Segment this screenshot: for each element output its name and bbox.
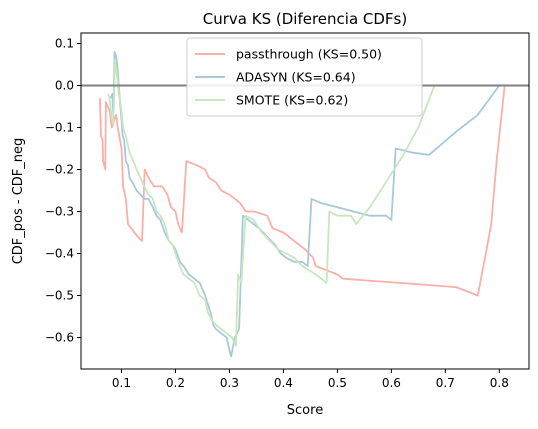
legend-box — [186, 37, 423, 117]
y-tick-label: −0.6 — [45, 331, 74, 345]
series-layer — [99, 51, 506, 358]
y-axis-label: CDF_pos - CDF_neg — [11, 138, 26, 265]
x-tick-label: 0.7 — [436, 376, 455, 390]
x-axis-ticks: 0.1 0.2 0.3 0.4 0.5 0.6 0.7 0.8 — [112, 369, 509, 390]
x-axis-label: Score — [287, 403, 323, 418]
plot-frame — [80, 32, 530, 370]
x-tick-label: 0.8 — [490, 376, 509, 390]
x-tick-label: 0.5 — [328, 376, 347, 390]
y-tick-label: −0.1 — [45, 121, 74, 135]
x-tick-label: 0.2 — [166, 376, 185, 390]
series-line-0 — [99, 85, 506, 297]
x-tick-label: 0.1 — [112, 376, 131, 390]
series-line-1 — [109, 51, 501, 358]
y-tick-label: 0.1 — [55, 37, 74, 51]
series-line-2 — [107, 59, 436, 347]
y-tick-label: −0.2 — [45, 163, 74, 177]
legend-entry-label: passthrough (KS=0.50) — [236, 47, 382, 62]
y-tick-label: −0.3 — [45, 205, 74, 219]
x-tick-label: 0.3 — [220, 376, 239, 390]
y-tick-label: −0.4 — [45, 247, 74, 261]
y-axis-ticks: 0.1 0.0 −0.1 −0.2 −0.3 −0.4 −0.5 −0.6 — [45, 37, 81, 345]
chart-title: Curva KS (Diferencia CDFs) — [203, 10, 407, 28]
x-tick-label: 0.4 — [274, 376, 293, 390]
legend-items: passthrough (KS=0.50) ADASYN (KS=0.64) SMO… — [195, 47, 382, 108]
legend-entry-label: SMOTE (KS=0.62) — [236, 93, 348, 108]
x-tick-label: 0.6 — [382, 376, 401, 390]
y-tick-label: 0.0 — [55, 79, 74, 93]
legend-entry-label: ADASYN (KS=0.64) — [236, 70, 356, 85]
y-tick-label: −0.5 — [45, 289, 74, 303]
legend: passthrough (KS=0.50) ADASYN (KS=0.64) SMO… — [186, 37, 423, 117]
